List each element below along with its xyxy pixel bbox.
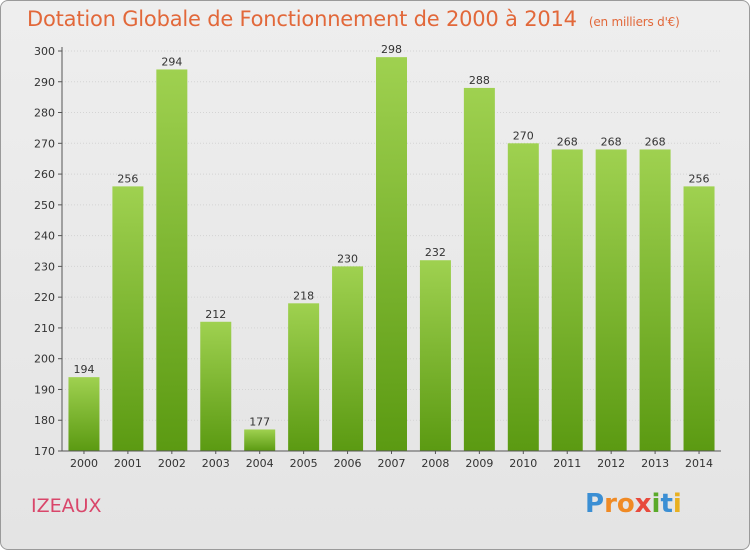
data-label: 268 — [557, 135, 578, 148]
proxiti-logo[interactable]: Proxiti — [585, 489, 682, 519]
data-label: 256 — [117, 172, 138, 185]
y-tick-label: 280 — [34, 107, 55, 120]
logo-letter: P — [585, 489, 605, 519]
x-tick-label: 2009 — [465, 457, 493, 470]
bar — [288, 303, 320, 451]
bar — [200, 321, 232, 451]
data-label: 194 — [73, 363, 94, 376]
logo-letter: o — [616, 489, 635, 519]
bar — [244, 429, 276, 451]
x-tick-label: 2011 — [553, 457, 581, 470]
bar — [332, 266, 364, 451]
bar — [156, 69, 188, 451]
bar — [68, 377, 100, 451]
x-tick-label: 2014 — [685, 457, 713, 470]
chart-title-text: Dotation Globale de Fonctionnement de 20… — [27, 7, 577, 31]
data-label: 268 — [601, 135, 622, 148]
data-label: 288 — [469, 74, 490, 87]
data-label: 294 — [161, 55, 182, 68]
bar — [419, 260, 451, 451]
y-tick-label: 300 — [34, 45, 55, 58]
x-tick-label: 2001 — [114, 457, 142, 470]
bar — [112, 186, 144, 451]
logo-letter: t — [660, 489, 673, 519]
y-tick-label: 200 — [34, 353, 55, 366]
x-tick-label: 2006 — [334, 457, 362, 470]
data-label: 218 — [293, 289, 314, 302]
x-tick-label: 2002 — [158, 457, 186, 470]
bar — [463, 87, 495, 451]
y-tick-label: 170 — [34, 445, 55, 458]
x-tick-label: 2010 — [509, 457, 537, 470]
data-label: 212 — [205, 308, 226, 321]
x-tick-label: 2012 — [597, 457, 625, 470]
y-tick-label: 290 — [34, 76, 55, 89]
axes: 170 180 190 200 210 220 230 240 250 260 270 280 290 3… — [34, 45, 721, 470]
chart-subtitle: (en milliers d'€) — [588, 15, 680, 29]
y-tick-label: 230 — [34, 260, 55, 273]
y-tick-label: 210 — [34, 322, 55, 335]
bar — [595, 149, 627, 451]
logo-letter: r — [604, 489, 617, 519]
bar — [376, 57, 407, 452]
y-tick-label: 270 — [34, 137, 55, 150]
bar — [551, 149, 583, 451]
data-label: 230 — [337, 252, 358, 265]
data-label: 268 — [645, 135, 666, 148]
y-tick-label: 220 — [34, 291, 55, 304]
data-label: 177 — [249, 415, 270, 428]
x-tick-label: 2003 — [202, 457, 230, 470]
commune-name: IZEAUX — [31, 495, 102, 517]
x-tick-label: 2000 — [70, 457, 98, 470]
data-label: 232 — [425, 246, 446, 259]
y-tick-label: 180 — [34, 414, 55, 427]
logo-letter: i — [672, 489, 682, 519]
logo-letter: i — [651, 489, 661, 519]
x-tick-label: 2013 — [641, 457, 669, 470]
bar — [683, 186, 715, 451]
data-label: 270 — [513, 129, 534, 142]
y-tick-label: 190 — [34, 383, 55, 396]
y-tick-label: 240 — [34, 230, 55, 243]
bar — [507, 143, 539, 452]
x-tick-label: 2008 — [421, 457, 449, 470]
data-label: 256 — [689, 172, 710, 185]
bars: 194 256 294 212 177 218 230 298 232 288 270 268 268 2… — [68, 43, 715, 452]
y-tick-label: 250 — [34, 199, 55, 212]
x-tick-label: 2004 — [246, 457, 274, 470]
x-tick-label: 2007 — [378, 457, 406, 470]
chart-title: Dotation Globale de Fonctionnement de 20… — [27, 7, 680, 31]
data-label: 298 — [381, 43, 402, 56]
y-tick-label: 260 — [34, 168, 55, 181]
x-tick-label: 2005 — [290, 457, 318, 470]
logo-letter: x — [634, 489, 652, 519]
bar — [639, 149, 671, 451]
